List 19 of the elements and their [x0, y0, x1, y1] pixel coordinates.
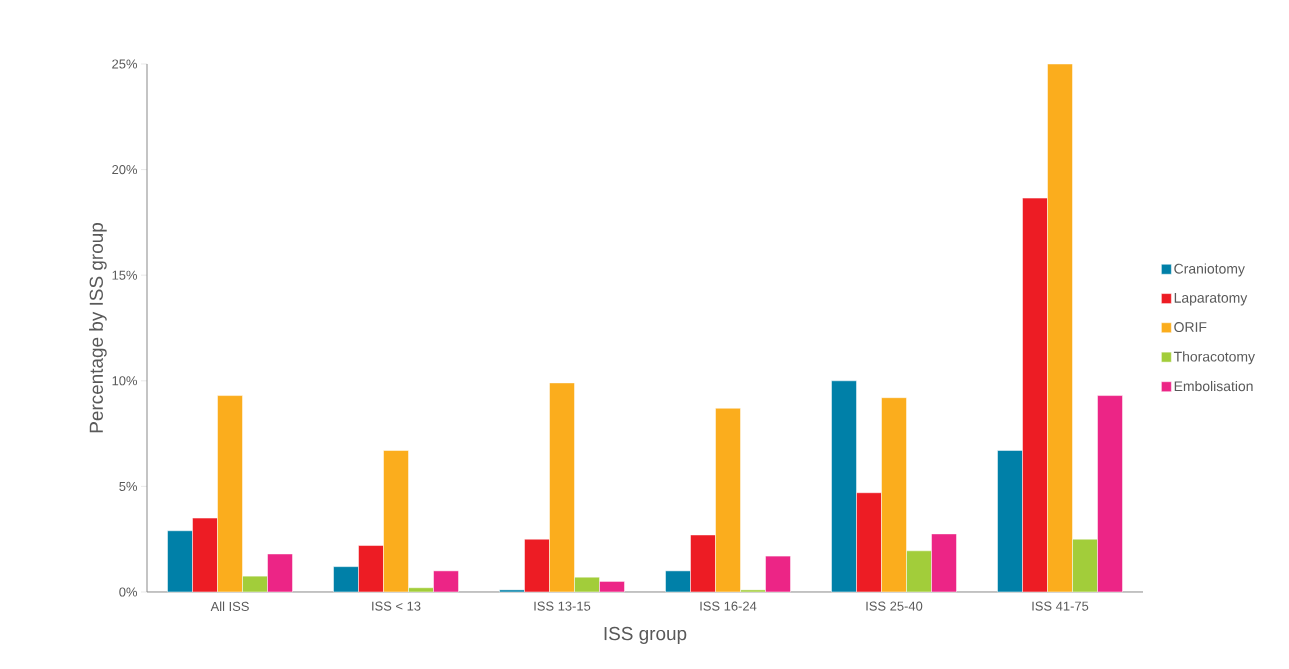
- y-tick-label: 20%: [112, 164, 138, 175]
- legend-label: Craniotomy: [1174, 263, 1245, 277]
- x-axis-title: ISS group: [604, 626, 687, 644]
- x-tick-label: All ISS: [210, 601, 249, 612]
- x-tick-label: ISS 41-75: [1032, 601, 1089, 611]
- y-tick-label: 25%: [112, 59, 138, 69]
- y-tick-label: 5%: [119, 481, 138, 491]
- legend-label: Embolisation: [1174, 380, 1253, 392]
- legend-label: Thoracotomy: [1173, 351, 1255, 365]
- legend-label: ORIF: [1174, 322, 1207, 332]
- x-tick-label: ISS 25-40: [866, 601, 923, 611]
- y-tick-label: 0%: [119, 587, 138, 597]
- x-tick-label: ISS 16-24: [700, 601, 757, 611]
- x-tick-label: ISS 13-15: [534, 601, 591, 611]
- y-tick-label: 10%: [112, 376, 138, 386]
- y-tick-label: 15%: [112, 270, 138, 280]
- x-tick-label: ISS < 13: [372, 601, 421, 611]
- y-axis-title: Percentage by ISS group: [89, 223, 107, 433]
- legend-label: Laparatomy: [1174, 293, 1248, 306]
